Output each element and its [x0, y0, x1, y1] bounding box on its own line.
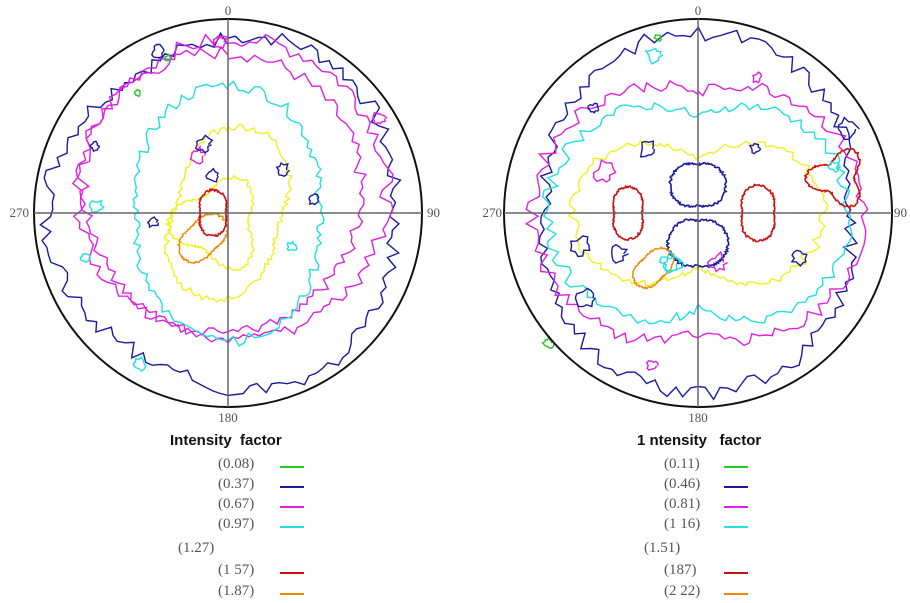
- legend-entry-label: (0.37): [218, 476, 255, 492]
- legend-swatch-line: [280, 466, 304, 468]
- legend-entry-label: (0.97): [218, 516, 255, 532]
- contour-island: [639, 140, 655, 158]
- angle-label-bottom: 180: [218, 410, 238, 425]
- legend-entry-label: (187): [664, 562, 697, 578]
- contour-island: [286, 240, 298, 252]
- contour-line: [176, 212, 229, 265]
- polar-plot-right: 0 90 180 270: [483, 3, 908, 425]
- angle-label-right: 90: [427, 205, 440, 220]
- contour-island: [163, 52, 173, 62]
- legend-entry-label: (0.67): [218, 496, 255, 512]
- contour-island: [837, 116, 860, 141]
- contour-island: [132, 356, 147, 372]
- contour-island: [308, 193, 320, 206]
- legend-swatch-line: [280, 506, 304, 508]
- contour-island: [205, 167, 219, 183]
- legend-entry-label: (2 22): [664, 583, 701, 599]
- legend-swatch-line: [280, 593, 304, 595]
- legend-swatch-line: [280, 526, 304, 528]
- contour-layer: [39, 31, 402, 397]
- legend-entry-label: (1.27): [178, 540, 215, 556]
- angle-label-top: 0: [225, 3, 232, 18]
- contour-line: [164, 174, 255, 271]
- legend-entry-label: (0.11): [664, 456, 700, 472]
- contour-island: [790, 249, 808, 267]
- legend-title: Intensity factor: [170, 432, 282, 449]
- legend-entry-label: (1.87): [218, 583, 255, 599]
- angle-label-left: 270: [10, 205, 30, 220]
- contour-island: [645, 360, 659, 372]
- contour-island: [372, 111, 388, 125]
- contour-line: [39, 31, 402, 397]
- contour-island: [212, 35, 228, 50]
- contour-island: [644, 47, 664, 65]
- contour-island: [662, 256, 681, 272]
- contour-island: [133, 88, 142, 98]
- legend-entry-label: (0.81): [664, 496, 701, 512]
- legend-entry-label: (1 57): [218, 562, 255, 578]
- polar-plot-left: 0 90 180 270: [10, 3, 441, 425]
- angle-label-left: 270: [483, 205, 503, 220]
- contour-island: [592, 159, 617, 183]
- contour-island: [826, 161, 841, 173]
- contour-island: [146, 216, 159, 229]
- legend-title: 1 ntensity factor: [637, 432, 762, 449]
- legend-swatch-line: [724, 506, 748, 508]
- contour-island: [706, 250, 728, 273]
- contour-line: [739, 183, 776, 243]
- contour-island: [751, 71, 763, 84]
- contour-line: [611, 184, 645, 241]
- contour-island: [748, 142, 762, 155]
- contour-island: [194, 134, 214, 154]
- angle-label-right: 90: [894, 205, 907, 220]
- contour-island: [79, 252, 92, 264]
- legend-entry-label: (0.46): [664, 476, 701, 492]
- contour-island: [587, 102, 600, 114]
- legend-swatch-line: [280, 486, 304, 488]
- angle-label-bottom: 180: [688, 410, 708, 425]
- legend-swatch-line: [724, 526, 748, 528]
- contour-island: [89, 199, 105, 215]
- legend-swatch-line: [280, 572, 304, 574]
- contour-island: [569, 235, 591, 258]
- legend-entry-label: (1 16): [664, 516, 701, 532]
- legend-swatch-line: [724, 486, 748, 488]
- contour-line: [197, 187, 228, 238]
- contour-layer: [524, 26, 869, 401]
- contour-island: [151, 43, 165, 59]
- contour-island: [653, 34, 663, 42]
- legend-entry-label: (1.51): [644, 540, 681, 556]
- legend-entry-label: (0.08): [218, 456, 255, 472]
- legend-swatch-line: [724, 572, 748, 574]
- contour-line: [803, 147, 862, 210]
- angle-label-top: 0: [695, 3, 702, 18]
- legend-swatch-line: [724, 593, 748, 595]
- contour-island: [89, 140, 101, 153]
- legend-swatch-line: [724, 466, 748, 468]
- contour-island: [611, 243, 629, 264]
- contour-island: [275, 161, 291, 177]
- contour-island: [574, 287, 596, 308]
